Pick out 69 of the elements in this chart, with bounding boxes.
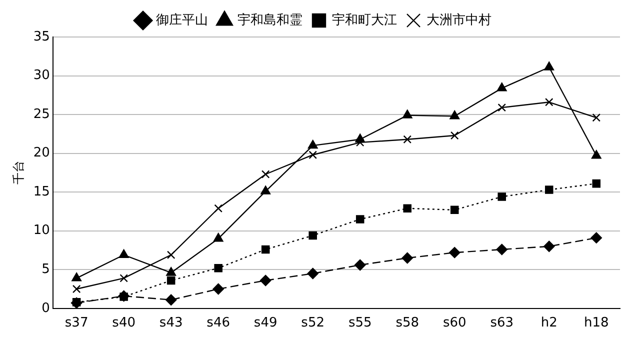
point: [261, 245, 270, 254]
point: [260, 186, 271, 194]
point: [402, 252, 413, 264]
y-tick-label: 20: [33, 146, 50, 161]
x-tick-label: h18: [584, 316, 609, 331]
x-tick-label: s63: [490, 316, 514, 331]
x-tick-label: s49: [254, 316, 278, 331]
point: [544, 98, 554, 106]
point: [166, 250, 176, 260]
point: [591, 150, 602, 159]
point: [213, 233, 224, 242]
y-axis-title: 千台: [11, 160, 26, 185]
x-tick-label: s46: [206, 316, 230, 331]
x-tick-label: s52: [301, 316, 325, 331]
legend-label: 御庄平山: [156, 12, 208, 28]
x-tick-label: s60: [442, 316, 466, 331]
point: [214, 264, 222, 272]
point: [307, 268, 318, 280]
point: [308, 140, 318, 149]
point: [118, 249, 129, 258]
point: [496, 82, 507, 92]
x-tick-label: s43: [159, 316, 183, 331]
point: [544, 62, 554, 70]
point: [118, 290, 130, 302]
point: [592, 179, 601, 188]
legend-label: 大洲市中村: [426, 12, 492, 28]
point: [165, 294, 177, 306]
y-tick-label: 15: [33, 184, 50, 200]
y-tick-label: 0: [42, 300, 50, 316]
point: [590, 232, 602, 244]
point: [166, 276, 176, 285]
point: [355, 134, 366, 142]
x-tick-label: s37: [64, 316, 88, 331]
x-tick-label: h2: [540, 316, 558, 331]
y-tick-label: 30: [33, 68, 50, 84]
y-tick-label: 10: [33, 223, 50, 238]
point: [450, 131, 459, 140]
point: [354, 259, 366, 271]
point: [496, 244, 508, 256]
point: [308, 231, 317, 240]
point: [402, 110, 412, 118]
legend-label: 宇和島和霊: [238, 12, 302, 28]
point: [498, 103, 506, 112]
x-tick-label: s40: [112, 316, 136, 331]
legend-label: 宇和町大江: [332, 12, 397, 28]
point: [450, 206, 459, 214]
x-tick-label: s58: [396, 316, 420, 331]
point: [449, 246, 460, 258]
point: [212, 283, 224, 295]
point: [403, 204, 412, 213]
point: [356, 215, 364, 224]
point: [308, 150, 317, 159]
y-tick-label: 25: [33, 106, 50, 122]
x-tick-label: s55: [348, 316, 372, 331]
point: [72, 284, 81, 294]
point: [214, 204, 222, 213]
point: [450, 110, 460, 120]
point: [498, 192, 506, 201]
point: [592, 114, 601, 122]
point: [403, 135, 412, 144]
point: [120, 274, 128, 282]
point: [261, 170, 270, 178]
point: [260, 274, 272, 286]
point: [544, 186, 554, 194]
point: [544, 240, 555, 252]
point: [72, 272, 82, 282]
y-tick-label: 5: [42, 262, 50, 278]
y-tick-label: 35: [33, 29, 50, 44]
point: [166, 267, 176, 276]
